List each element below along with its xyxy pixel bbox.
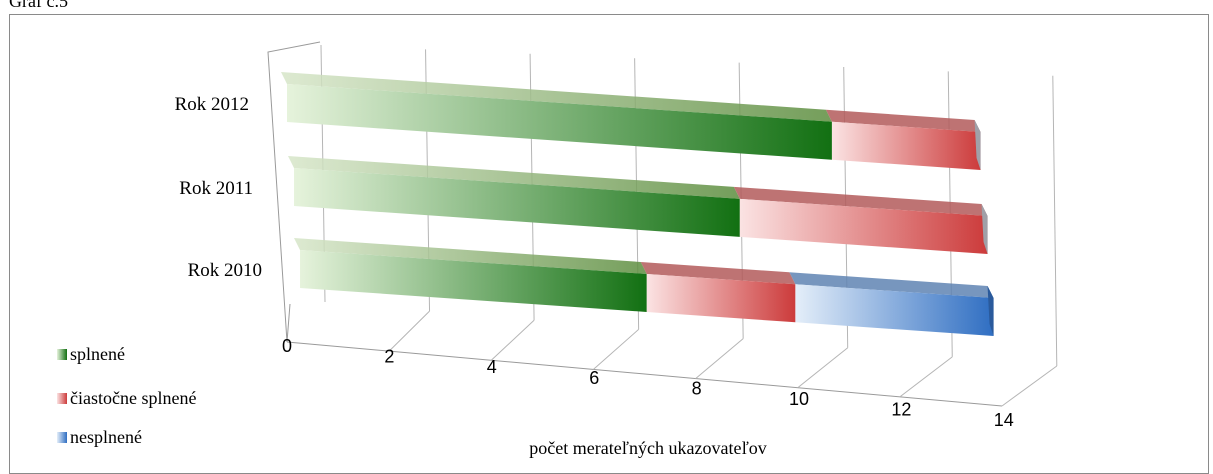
- legend-swatch: [57, 432, 67, 443]
- bar-front-face: [300, 250, 647, 312]
- chart-walls: [267, 41, 1003, 407]
- category-label: Rok 2012: [175, 94, 249, 115]
- bar-front-face: [287, 84, 832, 160]
- bar-front-face: [831, 121, 981, 170]
- x-tick-label: 14: [994, 410, 1014, 430]
- x-tick-label: 12: [891, 400, 911, 420]
- bar-segment: [640, 262, 796, 323]
- category-label: Rok 2010: [188, 260, 262, 281]
- bar-top-face: [281, 72, 832, 122]
- legend-label: čiastočne splnené: [70, 388, 196, 408]
- gridline-floor: [899, 356, 953, 398]
- legend-swatch: [57, 393, 67, 404]
- bar-top-face: [640, 262, 796, 285]
- legend-item: nesplnené: [57, 427, 142, 447]
- bar-segment: [733, 186, 988, 254]
- category-labels: Rok 2010 Rok 2011 Rok 2012: [175, 94, 262, 281]
- x-tick-label: 8: [692, 378, 702, 398]
- x-tick-labels: 0 2 4 6 8 10 12 14: [282, 336, 1014, 430]
- chart: 0 2 4 6 8 10 12 14 Rok 2010 Rok 2011 Rok 2012 spl…: [57, 41, 1058, 458]
- floor-front-edge: [286, 341, 1003, 407]
- gridline-wall: [1052, 75, 1058, 367]
- chart-caption: Graf č.5: [9, 0, 68, 11]
- bar-end-cap: [974, 120, 981, 170]
- bar-segment: [789, 272, 994, 336]
- gridline-floor: [797, 347, 849, 389]
- x-tick-label: 10: [789, 389, 809, 409]
- x-axis-label: počet merateľných ukazovateľov: [529, 438, 767, 458]
- gridline-floor: [388, 310, 430, 352]
- legend-swatch: [57, 349, 67, 360]
- legend-item: čiastočne splnené: [57, 388, 196, 408]
- bars: [281, 72, 994, 336]
- bar-segment: [288, 156, 740, 237]
- bar-segment: [294, 238, 647, 312]
- bar-top-face: [288, 156, 740, 199]
- bar-top-face: [825, 109, 981, 132]
- bar-front-face: [795, 284, 994, 336]
- bar-front-face: [646, 274, 796, 323]
- bar-end-cap: [987, 286, 994, 336]
- bar-segment: [825, 109, 981, 170]
- legend-item: splnené: [57, 344, 125, 364]
- bar-top-face: [733, 186, 988, 216]
- bar-segment: [281, 72, 832, 160]
- bar-front-face: [294, 168, 740, 237]
- x-tick-label: 6: [589, 368, 599, 388]
- floor-left-edge: [286, 303, 291, 343]
- gridline-floor: [695, 338, 744, 379]
- category-label: Rok 2011: [179, 178, 253, 199]
- back-wall-left-edge: [267, 41, 321, 343]
- x-tick-label: 0: [282, 336, 292, 356]
- bar-top-face: [294, 238, 647, 274]
- x-tick-label: 2: [384, 347, 394, 367]
- legend-label: nesplnené: [70, 427, 142, 447]
- bar-top-face: [789, 272, 994, 298]
- legend-label: splnené: [70, 344, 125, 364]
- gridline-floor: [593, 329, 639, 370]
- gridline-floor: [490, 319, 535, 361]
- bar-front-face: [739, 198, 988, 254]
- x-tick-label: 4: [487, 357, 497, 377]
- bar-end-cap: [981, 204, 988, 254]
- gridline-floor: [1001, 365, 1058, 407]
- legend: splnené čiastočne splnené nesplnené: [57, 344, 196, 447]
